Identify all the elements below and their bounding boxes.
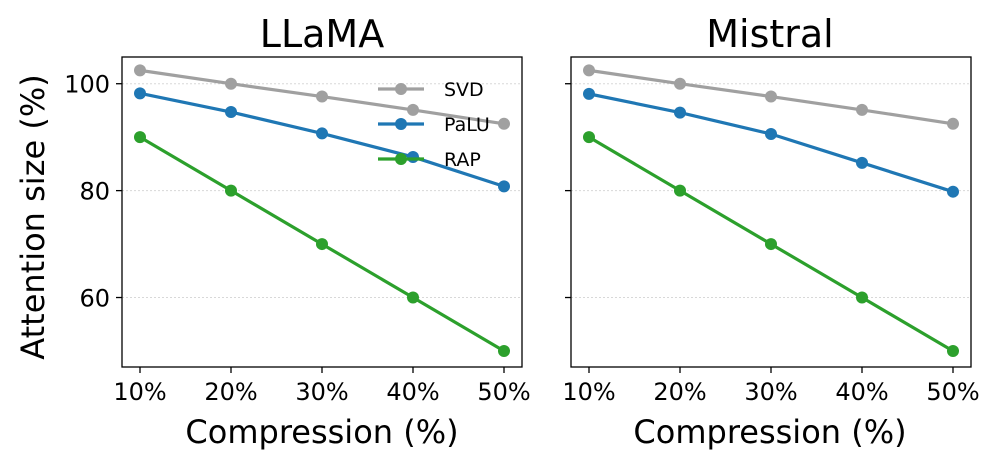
data-point-palu xyxy=(765,127,777,140)
plots: 10% 20% 30% 40% 50% 60 80 100 SVD PaLU RAP 10% 20% 30… xyxy=(64,56,980,406)
x-tick-label: 30% xyxy=(744,378,797,406)
data-point-palu xyxy=(316,127,328,140)
legend-label-rap: RAP xyxy=(444,149,481,171)
data-point-palu xyxy=(947,185,959,198)
data-point-rap xyxy=(134,131,146,144)
series-line-palu xyxy=(588,92,954,194)
y-tick-label: 60 xyxy=(79,285,110,313)
data-point-palu xyxy=(674,106,686,119)
data-point-svd xyxy=(407,103,419,116)
data-point-rap xyxy=(856,291,868,304)
data-point-svd xyxy=(134,64,146,77)
y-tick-label: 100 xyxy=(64,71,110,99)
data-point-rap xyxy=(316,238,328,251)
legend-label-svd: SVD xyxy=(444,79,484,101)
legend-marker-svd xyxy=(395,83,407,95)
data-point-svd xyxy=(765,90,777,103)
data-point-rap xyxy=(674,184,686,197)
data-point-rap xyxy=(583,131,595,144)
data-point-palu xyxy=(225,106,237,119)
chart-title-mistral: Mistral xyxy=(706,12,834,56)
data-point-svd xyxy=(856,103,868,116)
data-point-rap xyxy=(407,291,419,304)
data-point-svd xyxy=(583,64,595,77)
x-axis-label-mistral: Compression (%) xyxy=(633,413,906,451)
panel-llama: 10% 20% 30% 40% 50% 60 80 100 SVD PaLU RAP xyxy=(64,56,531,406)
data-point-palu xyxy=(407,150,419,163)
data-point-svd xyxy=(674,77,686,90)
legend-label-palu: PaLU xyxy=(444,114,490,136)
x-axis-label-llama: Compression (%) xyxy=(185,413,458,451)
data-point-palu xyxy=(498,180,510,193)
y-tick-label: 80 xyxy=(79,178,110,206)
legend-marker-palu xyxy=(395,118,407,130)
legend-marker-rap xyxy=(395,153,407,165)
data-point-rap xyxy=(498,344,510,357)
data-point-palu xyxy=(583,87,595,100)
data-point-palu xyxy=(134,87,146,100)
x-tick-label: 20% xyxy=(653,378,706,406)
data-point-rap xyxy=(225,184,237,197)
x-tick-label: 30% xyxy=(295,378,348,406)
data-point-palu xyxy=(856,156,868,169)
panel-mistral: 10% 20% 30% 40% 50% xyxy=(562,56,980,406)
series-line-palu xyxy=(139,91,505,188)
data-point-svd xyxy=(316,90,328,103)
data-point-svd xyxy=(225,77,237,90)
data-point-svd xyxy=(498,117,510,130)
x-tick-label: 40% xyxy=(835,378,888,406)
x-tick-label: 10% xyxy=(113,378,166,406)
x-tick-label: 50% xyxy=(926,378,979,406)
legend: SVD PaLU RAP xyxy=(378,79,490,171)
data-point-svd xyxy=(947,117,959,130)
chart-title-llama: LLaMA xyxy=(260,12,384,56)
x-tick-label: 40% xyxy=(386,378,439,406)
data-point-rap xyxy=(947,344,959,357)
x-tick-label: 20% xyxy=(204,378,257,406)
data-point-rap xyxy=(765,238,777,251)
x-tick-label: 50% xyxy=(477,378,530,406)
x-tick-label: 10% xyxy=(562,378,615,406)
y-axis-label: Attention size (%) xyxy=(14,74,52,359)
